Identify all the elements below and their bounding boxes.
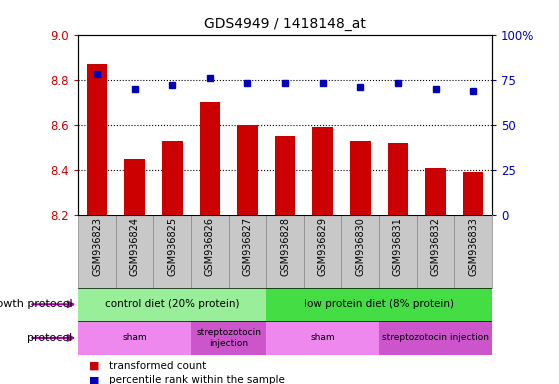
Bar: [87, 64, 107, 215]
Text: GSM936826: GSM936826: [205, 217, 215, 276]
Text: GSM936823: GSM936823: [92, 217, 102, 276]
Bar: [425, 168, 446, 215]
Bar: [191, 215, 229, 288]
Bar: [237, 125, 258, 215]
Bar: [266, 321, 379, 355]
Bar: [304, 215, 342, 288]
Text: control diet (20% protein): control diet (20% protein): [105, 299, 239, 310]
Bar: [266, 215, 304, 288]
Text: GSM936827: GSM936827: [243, 217, 253, 276]
Bar: [416, 215, 454, 288]
Bar: [379, 321, 492, 355]
Bar: [342, 215, 379, 288]
Text: sham: sham: [310, 333, 335, 343]
Bar: [200, 102, 220, 215]
Text: percentile rank within the sample: percentile rank within the sample: [109, 375, 285, 384]
Text: GSM936828: GSM936828: [280, 217, 290, 276]
Bar: [454, 215, 492, 288]
Bar: [154, 215, 191, 288]
Text: streptozotocin
injection: streptozotocin injection: [196, 328, 261, 348]
Text: ■: ■: [89, 361, 100, 371]
Bar: [379, 215, 416, 288]
Bar: [78, 215, 116, 288]
Text: GSM936830: GSM936830: [356, 217, 365, 276]
Bar: [191, 321, 266, 355]
Bar: [275, 136, 296, 215]
Bar: [162, 141, 183, 215]
Title: GDS4949 / 1418148_at: GDS4949 / 1418148_at: [204, 17, 366, 31]
Text: GSM936829: GSM936829: [318, 217, 328, 276]
Bar: [266, 288, 492, 321]
Text: streptozotocin injection: streptozotocin injection: [382, 333, 489, 343]
Text: GSM936824: GSM936824: [130, 217, 140, 276]
Text: GSM936831: GSM936831: [393, 217, 403, 276]
Text: transformed count: transformed count: [109, 361, 206, 371]
Text: growth protocol: growth protocol: [0, 299, 73, 310]
Bar: [124, 159, 145, 215]
Bar: [387, 143, 408, 215]
Text: GSM936825: GSM936825: [167, 217, 177, 276]
Text: sham: sham: [122, 333, 147, 343]
Bar: [116, 215, 154, 288]
Bar: [78, 288, 266, 321]
Bar: [463, 172, 484, 215]
Bar: [229, 215, 266, 288]
Text: protocol: protocol: [27, 333, 73, 343]
Text: ■: ■: [89, 375, 100, 384]
Text: GSM936833: GSM936833: [468, 217, 478, 276]
Bar: [350, 141, 371, 215]
Text: low protein diet (8% protein): low protein diet (8% protein): [304, 299, 454, 310]
Text: GSM936832: GSM936832: [430, 217, 440, 276]
Bar: [312, 127, 333, 215]
Bar: [78, 321, 191, 355]
